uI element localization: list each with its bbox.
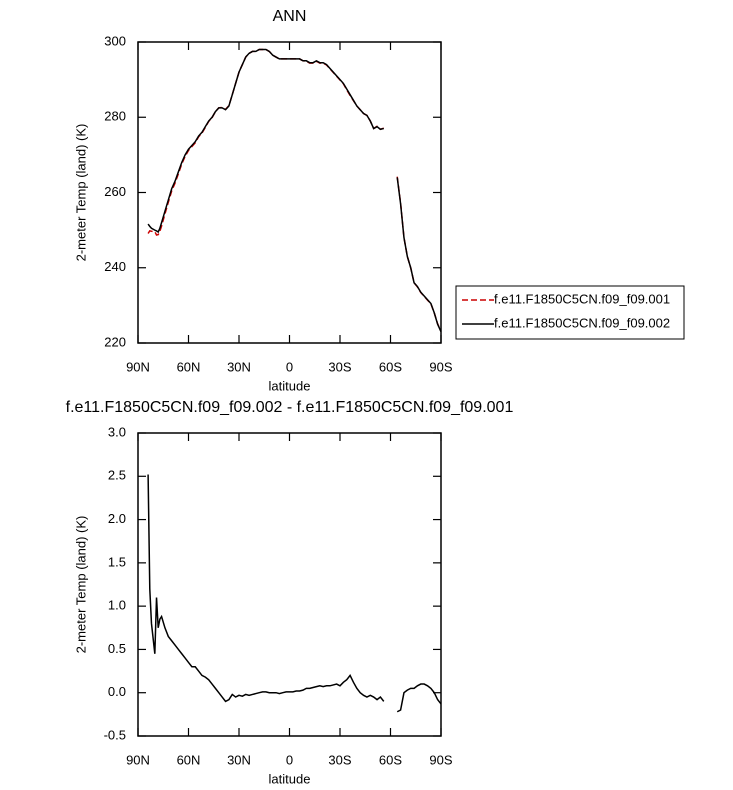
x-tick-label: 90S xyxy=(429,752,452,767)
x-tick-label: 90S xyxy=(429,359,452,374)
y-tick-label: -0.5 xyxy=(104,727,126,742)
legend-label: f.e11.F1850C5CN.f09_f09.001 xyxy=(494,291,670,306)
y-tick-label: 1.5 xyxy=(108,554,126,569)
x-tick-label: 0 xyxy=(286,752,293,767)
y-axis-label: 2-meter Temp (land) (K) xyxy=(73,516,88,654)
data-line xyxy=(147,48,442,332)
x-tick-label: 30N xyxy=(227,752,251,767)
data-line xyxy=(147,48,442,333)
x-tick-label: 30S xyxy=(328,359,351,374)
y-axis-label: 2-meter Temp (land) (K) xyxy=(73,124,88,262)
y-tick-label: 1.0 xyxy=(108,598,126,613)
y-tick-label: 0.5 xyxy=(108,641,126,656)
y-tick-label: 2.0 xyxy=(108,511,126,526)
x-tick-label: 0 xyxy=(286,359,293,374)
y-tick-label: 220 xyxy=(104,334,126,349)
y-tick-label: 300 xyxy=(104,33,126,48)
x-tick-label: 30N xyxy=(227,359,251,374)
chart-title: ANN xyxy=(273,8,307,25)
legend-box xyxy=(455,285,685,340)
x-tick-label: 60N xyxy=(177,752,201,767)
y-tick-label: 240 xyxy=(104,259,126,274)
x-tick-label: 90N xyxy=(126,752,150,767)
y-tick-label: 260 xyxy=(104,184,126,199)
chart-title: f.e11.F1850C5CN.f09_f09.002 - f.e11.F185… xyxy=(66,399,514,416)
x-tick-label: 60N xyxy=(177,359,201,374)
x-tick-label: 30S xyxy=(328,752,351,767)
plot-frame xyxy=(137,432,442,737)
x-tick-label: 60S xyxy=(379,752,402,767)
legend-label: f.e11.F1850C5CN.f09_f09.002 xyxy=(494,315,670,330)
x-tick-label: 90N xyxy=(126,359,150,374)
x-axis-label: latitude xyxy=(269,771,311,786)
y-tick-label: 2.5 xyxy=(108,468,126,483)
plot-frame xyxy=(137,41,442,344)
x-tick-label: 60S xyxy=(379,359,402,374)
y-tick-label: 280 xyxy=(104,109,126,124)
y-tick-label: 3.0 xyxy=(108,424,126,439)
data-line xyxy=(147,474,442,713)
y-tick-label: 0.0 xyxy=(108,684,126,699)
x-axis-label: latitude xyxy=(269,378,311,393)
